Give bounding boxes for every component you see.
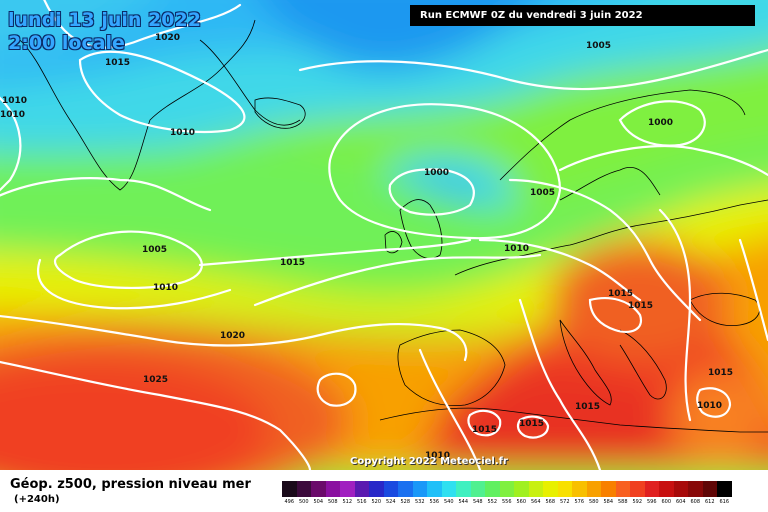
isobar-label: 1010 xyxy=(0,110,26,120)
scale-swatch xyxy=(282,481,297,497)
scale-swatch xyxy=(586,481,601,497)
scale-swatch xyxy=(485,481,500,497)
scale-swatch xyxy=(659,481,674,497)
isobar-label: 1020 xyxy=(220,331,246,341)
scale-swatch xyxy=(311,481,326,497)
scale-swatch xyxy=(601,481,616,497)
scale-label: 520 xyxy=(371,499,382,505)
isobar-label: 1015 xyxy=(575,402,601,412)
scale-swatch xyxy=(615,481,630,497)
scale-swatch xyxy=(340,481,355,497)
isobar-label: 1010 xyxy=(170,128,196,138)
isobar-label: 1010 xyxy=(2,96,28,106)
scale-swatch xyxy=(514,481,529,497)
color-scale-labels: 496 500 504 508 512 516 520 524 528 532 536 540 544 5… xyxy=(282,499,732,505)
isobar-label: 1015 xyxy=(280,258,306,268)
isobar-label: 1010 xyxy=(153,283,179,293)
scale-label: 616 xyxy=(719,499,730,505)
isobar-label: 1015 xyxy=(708,368,734,378)
copyright-notice: Copyright 2022 Meteociel.fr xyxy=(350,456,508,467)
scale-label: 612 xyxy=(704,499,715,505)
forecast-lead-time: (+240h) xyxy=(14,494,60,505)
scale-label: 580 xyxy=(588,499,599,505)
scale-label: 544 xyxy=(458,499,469,505)
weather-map: lundi 13 juin 2022 2:00 locale Run ECMWF… xyxy=(0,0,768,470)
scale-swatch xyxy=(688,481,703,497)
forecast-time: 2:00 locale xyxy=(8,32,125,54)
scale-label: 568 xyxy=(545,499,556,505)
isobar-label: 1005 xyxy=(530,188,556,198)
z500-color-field xyxy=(0,0,768,470)
color-scale xyxy=(282,481,732,497)
forecast-date: lundi 13 juin 2022 xyxy=(8,9,201,31)
scale-swatch xyxy=(702,481,717,497)
scale-swatch xyxy=(398,481,413,497)
isobar-label: 1015 xyxy=(519,419,545,429)
scale-swatch xyxy=(644,481,659,497)
scale-swatch xyxy=(543,481,558,497)
scale-swatch xyxy=(528,481,543,497)
scale-label: 608 xyxy=(690,499,701,505)
scale-label: 528 xyxy=(400,499,411,505)
scale-label: 572 xyxy=(559,499,570,505)
scale-swatch xyxy=(354,481,369,497)
scale-label: 560 xyxy=(516,499,527,505)
scale-label: 596 xyxy=(646,499,657,505)
isobar-label: 1000 xyxy=(648,118,674,128)
map-title: Géop. z500, pression niveau mer xyxy=(10,477,251,492)
scale-label: 508 xyxy=(327,499,338,505)
scale-swatch xyxy=(470,481,485,497)
isobar-label: 1010 xyxy=(504,244,530,254)
isobars xyxy=(0,0,768,470)
scale-label: 540 xyxy=(443,499,454,505)
scale-label: 536 xyxy=(429,499,440,505)
scale-label: 532 xyxy=(414,499,425,505)
scale-swatch xyxy=(557,481,572,497)
isobar-label: 1010 xyxy=(697,401,723,411)
scale-label: 552 xyxy=(487,499,498,505)
scale-swatch xyxy=(572,481,587,497)
isobar-label: 1015 xyxy=(472,425,498,435)
scale-label: 584 xyxy=(603,499,614,505)
scale-swatch xyxy=(296,481,311,497)
scale-label: 604 xyxy=(675,499,686,505)
scale-label: 516 xyxy=(356,499,367,505)
isobar-label: 1005 xyxy=(142,245,168,255)
scale-swatch xyxy=(383,481,398,497)
legend-footer: Géop. z500, pression niveau mer (+240h) … xyxy=(0,470,768,512)
isobar-label: 1015 xyxy=(608,289,634,299)
isobar-label: 1015 xyxy=(628,301,654,311)
coastlines xyxy=(19,19,768,433)
scale-label: 548 xyxy=(472,499,483,505)
scale-label: 500 xyxy=(298,499,309,505)
isobar-label: 1000 xyxy=(424,168,450,178)
scale-swatch xyxy=(499,481,514,497)
scale-swatch xyxy=(325,481,340,497)
isobar-label: 1020 xyxy=(155,33,181,43)
scale-swatch xyxy=(456,481,471,497)
scale-swatch xyxy=(441,481,456,497)
isobar-label: 1005 xyxy=(586,41,612,51)
isobar-label: 1010 xyxy=(425,451,451,461)
scale-swatch xyxy=(673,481,688,497)
scale-swatch xyxy=(427,481,442,497)
scale-swatch xyxy=(717,481,732,497)
scale-label: 588 xyxy=(617,499,628,505)
isobar-label: 1025 xyxy=(143,375,169,385)
scale-label: 504 xyxy=(313,499,324,505)
scale-label: 556 xyxy=(501,499,512,505)
isobar-label: 1015 xyxy=(105,58,131,68)
run-info-banner: Run ECMWF 0Z du vendredi 3 juin 2022 xyxy=(410,5,755,26)
scale-label: 592 xyxy=(632,499,643,505)
scale-label: 576 xyxy=(574,499,585,505)
scale-label: 524 xyxy=(385,499,396,505)
scale-swatch xyxy=(369,481,384,497)
map-canvas xyxy=(0,0,768,470)
scale-swatch xyxy=(630,481,645,497)
scale-swatch xyxy=(412,481,427,497)
scale-label: 564 xyxy=(530,499,541,505)
scale-label: 496 xyxy=(284,499,295,505)
scale-label: 600 xyxy=(661,499,672,505)
scale-label: 512 xyxy=(342,499,353,505)
